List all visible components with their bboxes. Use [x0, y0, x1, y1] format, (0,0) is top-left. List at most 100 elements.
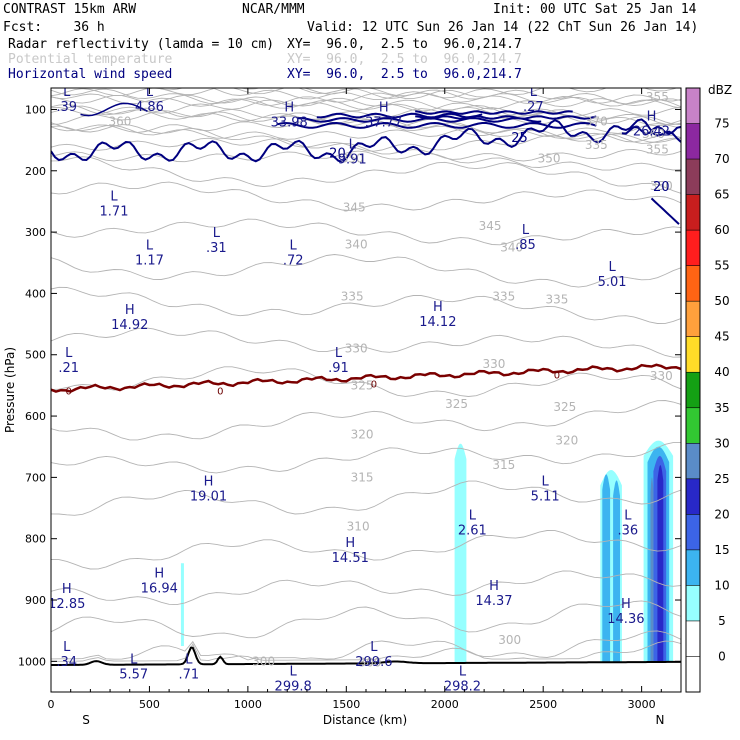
- extremum-l: L.39: [56, 85, 77, 115]
- extremum-marker: H: [154, 567, 164, 582]
- extremum-l: L2.61: [458, 508, 487, 538]
- contour-labels: 350 350 350 345 345 340 340 335 335 335 330 330 330 3…: [66, 90, 673, 669]
- extremum-value: 5.57: [119, 667, 148, 682]
- theta-line-15: [51, 156, 681, 194]
- extremum-h: H16.94: [141, 567, 178, 597]
- extremum-l: L.34: [56, 640, 77, 670]
- extremum-h: H14.51: [332, 536, 369, 566]
- extremum-marker: H: [647, 110, 657, 125]
- colorbar-segment: [686, 656, 700, 692]
- theta-line-29: [239, 88, 681, 105]
- extremum-l: L.91: [328, 346, 349, 376]
- field-theta-xy: XY= 96.0, 2.5 to 96.0,214.7: [287, 52, 522, 67]
- extremum-value: .34: [56, 655, 77, 670]
- theta-label: 340: [345, 237, 368, 251]
- header-institution: NCAR/MMM: [242, 2, 305, 17]
- plot-area: 350 350 350 345 345 340 340 335 335 335 330 330 330 3…: [3, 85, 682, 727]
- colorbar: dBZ 0 5 10 15 20 25 30 35 40 45 50 55 60 65 70 75: [685, 83, 732, 693]
- extremum-value: 19.01: [190, 490, 227, 505]
- wind-speed-label: 20: [329, 146, 346, 161]
- reflectivity-cell-2870km-core: [613, 480, 620, 663]
- extremum-value: 299.8: [275, 680, 312, 695]
- theta-line-16: [51, 150, 681, 171]
- x-axis-label: Distance (km): [323, 713, 407, 727]
- extremum-h: H37.77: [365, 101, 402, 131]
- theta-line-30: [156, 88, 678, 101]
- extremum-l: L.31: [206, 226, 227, 256]
- extremum-marker: H: [379, 101, 389, 116]
- extremum-marker: L: [63, 85, 71, 100]
- theta-label: 300: [252, 654, 275, 668]
- colorbar-label: 55: [714, 259, 729, 273]
- x-tick-label: 1000: [234, 698, 262, 711]
- extremum-marker: L: [130, 652, 138, 667]
- wind-contour-40: [415, 110, 573, 115]
- extremum-value: 14.51: [332, 551, 369, 566]
- theta-label: 315: [351, 470, 374, 484]
- extremum-l: L4.86: [135, 85, 164, 115]
- colorbar-segment: [686, 88, 700, 124]
- theta-line-14: [51, 181, 681, 211]
- extremum-value: 26.42: [633, 125, 670, 140]
- extremum-l: L.27: [523, 85, 544, 115]
- extremum-l: L5.01: [598, 260, 627, 290]
- theta-label: 335: [492, 289, 515, 303]
- wind-contour-30: [297, 117, 542, 123]
- extremum-l: L1.71: [100, 189, 129, 219]
- colorbar-segment: [686, 443, 700, 479]
- theta-line-21: [51, 108, 681, 138]
- colorbar-segment: [686, 372, 700, 408]
- colorbar-label: 40: [714, 365, 729, 379]
- theta-label: 340: [500, 240, 523, 254]
- theta-label: 325: [445, 397, 468, 411]
- colorbar-segment: [686, 620, 700, 657]
- extremum-marker: H: [125, 303, 135, 318]
- theta-label: 335: [546, 293, 569, 307]
- y-tick-label: 300: [25, 226, 46, 239]
- wind-contour-25: [277, 121, 597, 129]
- theta-label: 315: [492, 458, 515, 472]
- field-reflectivity-name: Radar reflectivity (lamda = 10 cm): [8, 37, 274, 52]
- extremum-marker: L: [146, 85, 154, 100]
- extremum-l: L.71: [178, 652, 199, 682]
- extremum-marker: H: [62, 582, 72, 597]
- extremum-marker: L: [290, 238, 298, 253]
- theta-label: 320: [555, 434, 578, 448]
- theta-line-27: [51, 89, 681, 108]
- extremum-value: 2.61: [458, 523, 487, 538]
- zero-contour-label: 0: [217, 386, 223, 397]
- theta-line-17: [51, 137, 681, 162]
- extremum-value: .21: [58, 361, 79, 376]
- extremum-marker: L: [469, 508, 477, 523]
- header-block: CONTRAST 15km ARW NCAR/MMM Init: 00 UTC …: [3, 2, 698, 82]
- theta-line-24: [51, 97, 681, 127]
- colorbar-label: 25: [714, 472, 729, 486]
- extremum-l: L.85: [515, 223, 536, 253]
- extremum-h: H14.37: [475, 579, 512, 609]
- extremum-marker: H: [621, 597, 631, 612]
- colorbar-label: 35: [714, 401, 729, 415]
- theta-label: 370: [585, 115, 608, 129]
- colorbar-frame: [685, 87, 701, 693]
- colorbar-title: dBZ: [708, 83, 732, 97]
- colorbar-segment: [686, 265, 700, 302]
- extremum-l: L.72: [283, 238, 304, 268]
- zero-contour-label: 0: [554, 370, 560, 381]
- extremum-marker: L: [530, 85, 538, 100]
- theta-label: 360: [108, 115, 131, 129]
- theta-line-2: [51, 630, 681, 661]
- extremum-marker: L: [608, 260, 616, 275]
- colorbar-segment: [686, 159, 700, 195]
- y-tick-label: 100: [25, 103, 46, 116]
- terrain-line: [51, 646, 681, 666]
- extremum-value: .91: [328, 361, 349, 376]
- extremum-h: H26.42: [633, 110, 670, 140]
- extremum-marker: L: [370, 640, 378, 655]
- wind-contour-35b: [415, 115, 597, 120]
- theta-line-10: [51, 327, 681, 358]
- reflectivity-cell-2830km-core: [602, 474, 611, 663]
- extremum-value: .36: [618, 523, 639, 538]
- theta-line-23: [51, 103, 681, 125]
